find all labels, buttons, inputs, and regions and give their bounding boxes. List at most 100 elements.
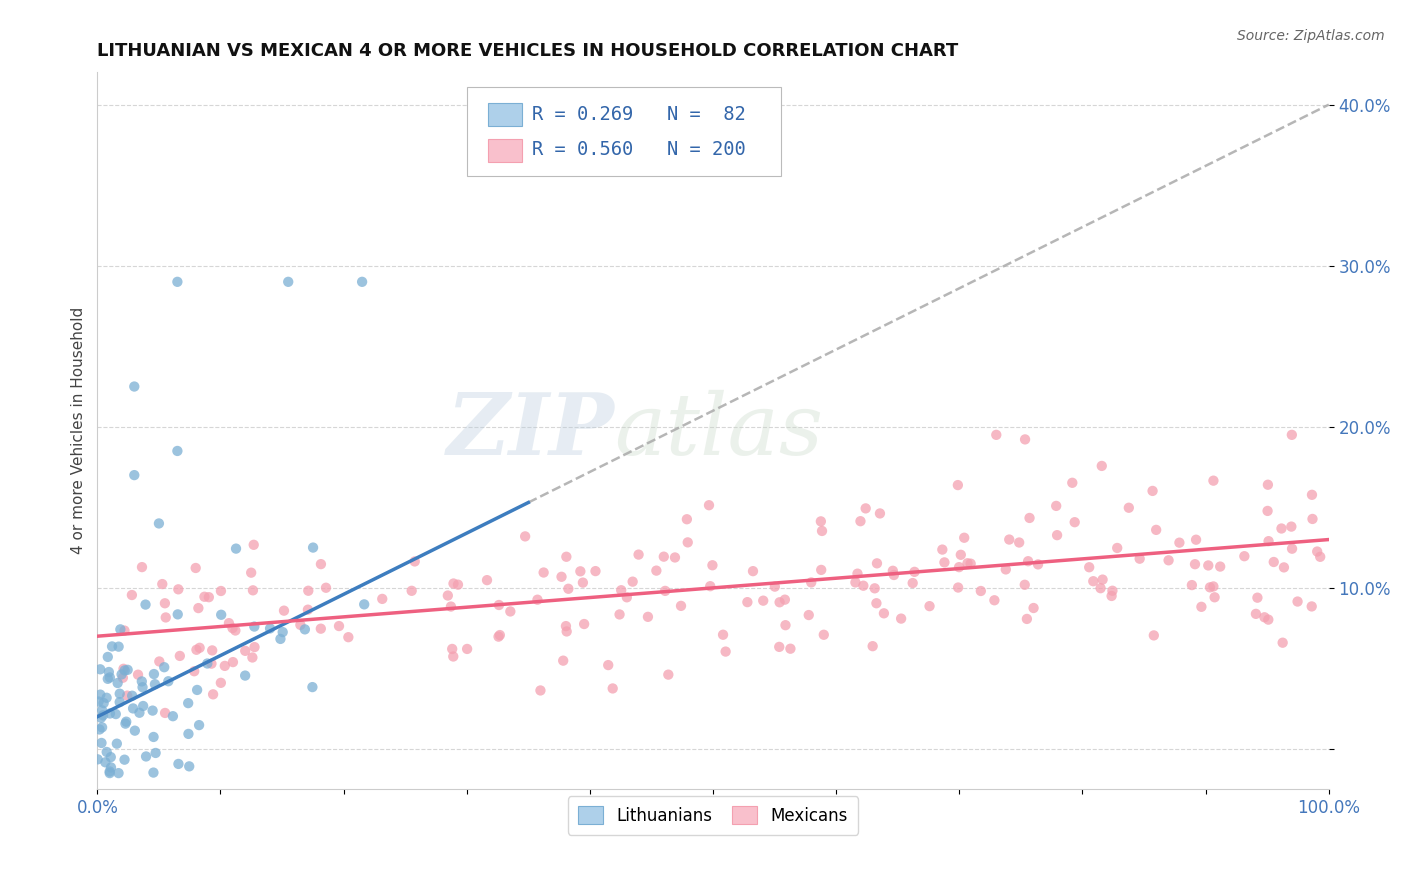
Point — [1246, 591, 1268, 605]
Point — [93, 696, 115, 710]
Point — [669, 599, 692, 613]
Point — [128, 706, 150, 720]
Point — [100, 750, 122, 764]
Text: Source: ZipAtlas.com: Source: ZipAtlas.com — [1237, 29, 1385, 43]
Point — [115, 714, 138, 729]
Point — [1271, 636, 1294, 650]
Point — [813, 628, 835, 642]
Point — [1014, 433, 1036, 447]
Point — [122, 701, 145, 715]
Point — [153, 706, 176, 720]
Point — [768, 595, 790, 609]
Point — [983, 593, 1005, 607]
Point — [195, 657, 218, 671]
Point — [200, 657, 222, 671]
Point — [1078, 560, 1101, 574]
FancyBboxPatch shape — [488, 103, 522, 126]
Point — [598, 658, 620, 673]
Point — [1101, 583, 1123, 598]
Point — [143, 677, 166, 691]
Point — [148, 655, 170, 669]
Point — [148, 516, 170, 531]
Point — [242, 538, 264, 552]
Point — [98, 766, 121, 780]
Point — [515, 529, 537, 543]
Point — [447, 577, 470, 591]
Point — [89, 662, 111, 676]
Point — [1022, 601, 1045, 615]
Point — [193, 590, 215, 604]
Point — [124, 468, 146, 483]
Point — [1257, 534, 1279, 549]
Point — [114, 716, 136, 731]
Point — [107, 676, 129, 690]
Point — [105, 737, 128, 751]
Point — [112, 662, 135, 676]
Point — [1281, 428, 1303, 442]
Point — [855, 501, 877, 516]
Point — [441, 642, 464, 657]
Point — [949, 548, 972, 562]
Point — [1204, 591, 1226, 605]
Point — [169, 648, 191, 663]
Point — [763, 580, 786, 594]
Point — [1257, 477, 1279, 491]
Point — [162, 709, 184, 723]
Point — [243, 640, 266, 654]
Point — [702, 558, 724, 573]
Point — [652, 549, 675, 564]
Point — [328, 619, 350, 633]
Point — [1309, 549, 1331, 564]
Point — [401, 583, 423, 598]
Point — [353, 598, 375, 612]
Point — [101, 640, 124, 654]
Point — [1189, 599, 1212, 614]
Point — [233, 644, 256, 658]
Point — [1026, 558, 1049, 572]
Point — [131, 680, 153, 694]
Point — [882, 564, 904, 578]
Point — [529, 683, 551, 698]
Point — [550, 570, 572, 584]
Point — [440, 599, 463, 614]
Point — [259, 622, 281, 636]
Point — [166, 275, 188, 289]
Point — [167, 756, 190, 771]
Point — [737, 595, 759, 609]
Point — [114, 624, 136, 638]
Point — [441, 649, 464, 664]
Point — [1091, 458, 1114, 473]
Point — [214, 659, 236, 673]
Point — [404, 554, 426, 568]
Point — [273, 604, 295, 618]
Point — [91, 703, 114, 717]
Point — [1279, 519, 1302, 533]
Point — [202, 687, 225, 701]
Point — [711, 628, 734, 642]
Text: ZIP: ZIP — [447, 389, 614, 473]
Point — [87, 694, 110, 708]
Point — [602, 681, 624, 696]
Point — [108, 687, 131, 701]
Point — [184, 561, 207, 575]
Point — [1253, 610, 1275, 624]
Point — [637, 610, 659, 624]
Point — [1118, 500, 1140, 515]
Point — [337, 630, 360, 644]
Point — [664, 550, 686, 565]
Point — [627, 548, 650, 562]
Point — [609, 607, 631, 622]
Point — [555, 619, 578, 633]
Point — [443, 576, 465, 591]
Point — [315, 581, 337, 595]
Point — [177, 727, 200, 741]
Point — [956, 556, 979, 570]
Point — [135, 749, 157, 764]
Point — [100, 760, 122, 774]
Point — [294, 623, 316, 637]
Point — [1014, 578, 1036, 592]
Point — [177, 696, 200, 710]
Point — [844, 575, 866, 590]
Point — [98, 670, 121, 684]
Point — [98, 706, 121, 721]
